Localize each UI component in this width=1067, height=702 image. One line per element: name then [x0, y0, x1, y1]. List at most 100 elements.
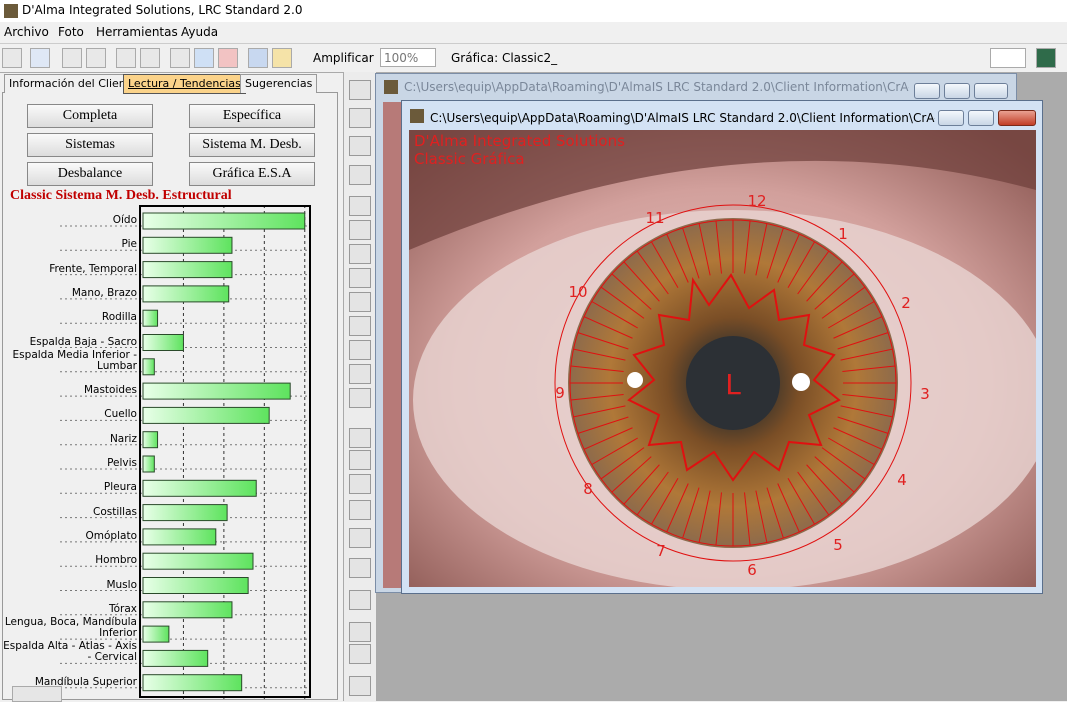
hour-label: 4: [897, 471, 907, 489]
tool-button[interactable]: [1036, 48, 1056, 68]
tool-button[interactable]: [272, 48, 292, 68]
button[interactable]: Sistemas: [27, 133, 153, 157]
chart-segment: [744, 492, 751, 546]
chart-segment: [840, 348, 893, 361]
bar: [142, 552, 254, 570]
hour-label: 11: [645, 209, 664, 227]
category-label: Mastoides: [83, 384, 137, 397]
chart-segment: [755, 490, 768, 543]
chart-segment: [814, 456, 855, 493]
category-label: Omóplato: [85, 529, 137, 542]
chart-segment: [833, 316, 883, 339]
tab[interactable]: Sugerencias: [240, 74, 318, 93]
category-label: Cuello: [104, 408, 137, 421]
tool-button[interactable]: [86, 48, 106, 68]
maximize[interactable]: [944, 83, 970, 99]
chart-segment: [600, 286, 645, 319]
window-icon: [410, 109, 424, 123]
chart-segment: [787, 478, 815, 525]
reflection: [627, 372, 643, 388]
side-tool-button: [349, 644, 371, 664]
bar: [142, 334, 184, 351]
tool-button[interactable]: [116, 48, 136, 68]
reflection: [792, 373, 810, 391]
window-title: C:\Users\equip\AppData\Roaming\D'AlmaIS …: [404, 80, 909, 94]
side-tool-button: [349, 590, 371, 610]
hour-label: 12: [747, 192, 766, 210]
side-tool-button: [349, 364, 371, 384]
hour-label: 10: [568, 283, 587, 301]
tab[interactable]: Información del Cliente: [4, 74, 142, 93]
chart-segment: [806, 261, 843, 302]
chart-segment: [611, 273, 652, 310]
button[interactable]: Gráfica E.S.A: [189, 162, 315, 186]
chart-title: Classic Sistema M. Desb. Estructural: [10, 188, 232, 203]
chart-segment: [806, 464, 843, 505]
chart-segment: [821, 286, 866, 319]
side-tool-button: [349, 244, 371, 264]
category-label: Lengua, Boca, Mandíbula Inferior: [4, 616, 137, 640]
tool-button[interactable]: [248, 48, 268, 68]
bar: [142, 504, 228, 522]
minimize[interactable]: [914, 83, 940, 99]
category-label: Rodilla: [101, 311, 137, 324]
menu-item[interactable]: Herramientas: [96, 25, 178, 39]
minimize[interactable]: [938, 110, 964, 126]
tool-button[interactable]: [218, 48, 238, 68]
category-label: Pleura: [103, 481, 137, 494]
chart-segment: [715, 220, 722, 274]
hour-label: 1: [838, 225, 848, 243]
side-tool-button: [349, 388, 371, 408]
menu-item[interactable]: Foto: [58, 25, 84, 39]
category-label: Espalda Media Inferior - Lumbar: [12, 348, 137, 372]
button[interactable]: Completa: [27, 104, 153, 128]
side-tool-button: [349, 80, 371, 100]
chart-segment: [698, 223, 711, 276]
side-tool-button: [349, 136, 371, 156]
tool-button[interactable]: [62, 48, 82, 68]
zoom-select[interactable]: 100%: [380, 48, 436, 67]
side-tool-button: [349, 428, 371, 448]
button[interactable]: Sistema M. Desb.: [189, 133, 315, 157]
tool-button[interactable]: [2, 48, 22, 68]
close[interactable]: [974, 83, 1008, 99]
side-tool-button: [349, 165, 371, 185]
chart-segment: [766, 227, 784, 279]
chart-segment: [600, 447, 645, 480]
chart-segment: [837, 416, 889, 434]
bar: [142, 455, 155, 473]
tab[interactable]: Lectura / Tendencias: [123, 74, 246, 94]
chart-segment: [591, 437, 638, 465]
tool-button[interactable]: [990, 48, 1026, 68]
tool-button[interactable]: [170, 48, 190, 68]
side-tool-button: [349, 450, 371, 470]
tool-button[interactable]: [140, 48, 160, 68]
chart-segment: [715, 492, 722, 546]
bar: [142, 406, 270, 424]
side-tool-button: [349, 220, 371, 240]
side-tool-button: [349, 340, 371, 360]
bar: [142, 528, 217, 546]
chart-segment: [636, 250, 669, 295]
button[interactable]: Específica: [189, 104, 315, 128]
tool-button[interactable]: [194, 48, 214, 68]
category-label: Mano, Brazo: [71, 286, 137, 299]
menu-item[interactable]: Archivo: [4, 25, 49, 39]
side-tool-button: [349, 676, 371, 696]
chart-segment: [837, 332, 889, 350]
iris-image: D'Alma Integrated Solutions Classic Gráf…: [409, 130, 1036, 587]
chart-segment: [828, 437, 875, 465]
close[interactable]: [998, 110, 1036, 126]
chart-segment: [682, 227, 700, 279]
chart-segment: [666, 483, 689, 533]
title-bar: D'Alma Integrated Solutions, LRC Standar…: [0, 0, 1067, 22]
tool-button[interactable]: [30, 48, 50, 68]
nav-arrows[interactable]: [12, 686, 62, 702]
bar: [142, 431, 159, 449]
maximize[interactable]: [968, 110, 994, 126]
hour-label: 9: [555, 384, 565, 402]
menu-item[interactable]: Ayuda: [181, 25, 219, 39]
button[interactable]: Desbalance: [27, 162, 153, 186]
chart-segment: [787, 241, 815, 288]
